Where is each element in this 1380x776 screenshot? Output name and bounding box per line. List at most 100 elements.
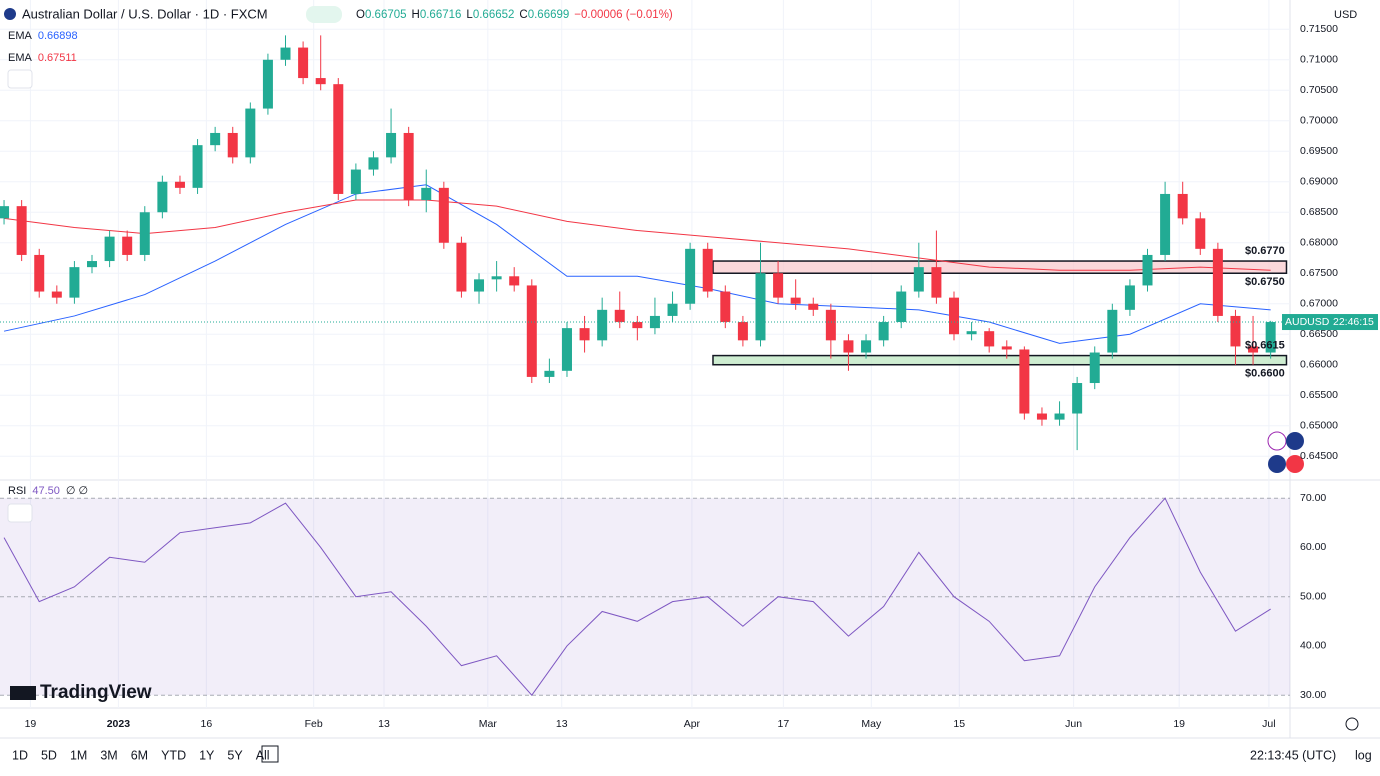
y-tick-label: 0.70500 xyxy=(1300,84,1338,96)
candle-body xyxy=(579,328,590,341)
candle-body xyxy=(474,279,485,292)
candle-body xyxy=(561,328,572,371)
candle-body xyxy=(51,291,62,298)
range-button[interactable]: YTD xyxy=(161,748,186,762)
candle-body xyxy=(984,331,995,347)
candle-body xyxy=(913,267,924,292)
candle-body xyxy=(491,276,502,280)
x-tick-label: 19 xyxy=(25,718,37,730)
x-tick-label: 2023 xyxy=(107,718,131,730)
ema-line xyxy=(3,199,1271,271)
o-value: 0.66705 xyxy=(365,9,407,21)
y-tick-label: 0.67500 xyxy=(1300,267,1338,279)
candle-body xyxy=(386,132,397,158)
candle-body xyxy=(298,47,309,79)
y-tick-label: 60.00 xyxy=(1300,541,1326,553)
candle-body xyxy=(966,331,977,335)
candle-body xyxy=(825,309,836,341)
candle-body xyxy=(174,181,185,188)
status-badge[interactable] xyxy=(306,6,342,23)
candle-body xyxy=(544,370,555,377)
candle-body xyxy=(1001,346,1012,350)
calendar-icon[interactable] xyxy=(261,745,279,763)
collapse-button[interactable] xyxy=(7,503,33,523)
h-label: H xyxy=(412,9,420,21)
event-icon[interactable] xyxy=(1268,455,1286,473)
grid xyxy=(0,0,1290,708)
y-tick-label: 40.00 xyxy=(1300,640,1326,652)
zone-label: $0.6770 xyxy=(1245,245,1285,257)
x-tick-label: 16 xyxy=(201,718,213,730)
candle-body xyxy=(808,303,819,310)
symbol-title: Australian Dollar / U.S. Dollar · 1D · F… xyxy=(22,6,268,21)
price-tag-time: 22:46:15 xyxy=(1333,316,1374,328)
settings-icon[interactable] xyxy=(1345,717,1359,731)
c-value: 0.66699 xyxy=(528,9,570,21)
log-toggle[interactable]: log xyxy=(1355,748,1372,762)
candle-body xyxy=(1160,193,1171,255)
x-tick-label: 19 xyxy=(1173,718,1185,730)
zone-label: $0.6600 xyxy=(1245,368,1285,380)
x-tick-label: 13 xyxy=(378,718,390,730)
candle-body xyxy=(1036,413,1047,420)
range-button[interactable]: 6M xyxy=(131,748,148,762)
candle-body xyxy=(34,254,45,292)
candle-body xyxy=(878,322,889,341)
l-label: L xyxy=(466,9,473,21)
y-tick-label: 0.68000 xyxy=(1300,237,1338,249)
candle-body xyxy=(509,276,520,286)
x-tick-label: 15 xyxy=(953,718,965,730)
candle-body xyxy=(1195,218,1206,249)
ema-line xyxy=(3,184,1271,344)
ohlc: O0.66705 H0.66716 L0.66652 C0.66699 −0.00006… xyxy=(356,9,673,21)
candle-body xyxy=(1019,349,1030,414)
event-icon[interactable] xyxy=(1286,432,1304,450)
candle-body xyxy=(1072,383,1083,414)
rsi-params: ∅ ∅ xyxy=(66,485,88,497)
currency[interactable]: USD xyxy=(1334,9,1357,21)
range-button[interactable]: All xyxy=(256,748,270,762)
range-button[interactable]: 5Y xyxy=(227,748,243,762)
candle-body xyxy=(210,132,221,146)
y-tick-label: 0.69500 xyxy=(1300,145,1338,157)
candle-body xyxy=(1212,248,1223,316)
ema-value: 0.66898 xyxy=(38,30,78,42)
candle-body xyxy=(720,291,731,323)
range-button[interactable]: 1Y xyxy=(199,748,215,762)
range-button[interactable]: 1M xyxy=(70,748,87,762)
candle-body xyxy=(69,267,80,298)
candle-body xyxy=(1265,322,1276,353)
collapse-button[interactable] xyxy=(7,69,33,89)
candle-body xyxy=(526,285,537,377)
candle-body xyxy=(1142,254,1153,286)
y-tick-label: 0.71500 xyxy=(1300,23,1338,35)
zone xyxy=(712,354,1288,366)
candle-body xyxy=(368,157,379,170)
candle-body xyxy=(843,340,854,353)
ema-name: EMA xyxy=(8,52,33,64)
range-button[interactable]: 5D xyxy=(41,748,57,762)
y-tick-label: 0.66500 xyxy=(1300,328,1338,340)
event-icon[interactable] xyxy=(1267,431,1287,451)
range-button[interactable]: 3M xyxy=(100,748,117,762)
candle-body xyxy=(1230,315,1241,347)
x-tick-label: 17 xyxy=(778,718,790,730)
event-icon[interactable] xyxy=(1286,455,1304,473)
zone-label: $0.6615 xyxy=(1245,339,1285,351)
candle-body xyxy=(1177,193,1188,219)
candle-body xyxy=(280,47,291,60)
candle-body xyxy=(773,273,784,298)
y-tick-label: 0.69000 xyxy=(1300,176,1338,188)
rsi-line xyxy=(3,497,1271,696)
candle-body xyxy=(931,267,942,298)
y-tick-label: 70.00 xyxy=(1300,492,1326,504)
candle-body xyxy=(122,236,133,255)
brand-logo xyxy=(10,686,36,700)
x-tick-label: Feb xyxy=(305,718,323,730)
range-button[interactable]: 1D xyxy=(12,748,28,762)
zone-label: $0.6750 xyxy=(1245,276,1285,288)
x-tick-label: Jun xyxy=(1065,718,1082,730)
y-tick-label: 0.65500 xyxy=(1300,389,1338,401)
toolbar: 1D 5D 1M 3M 6M YTD 1Y 5Y All xyxy=(12,748,270,762)
